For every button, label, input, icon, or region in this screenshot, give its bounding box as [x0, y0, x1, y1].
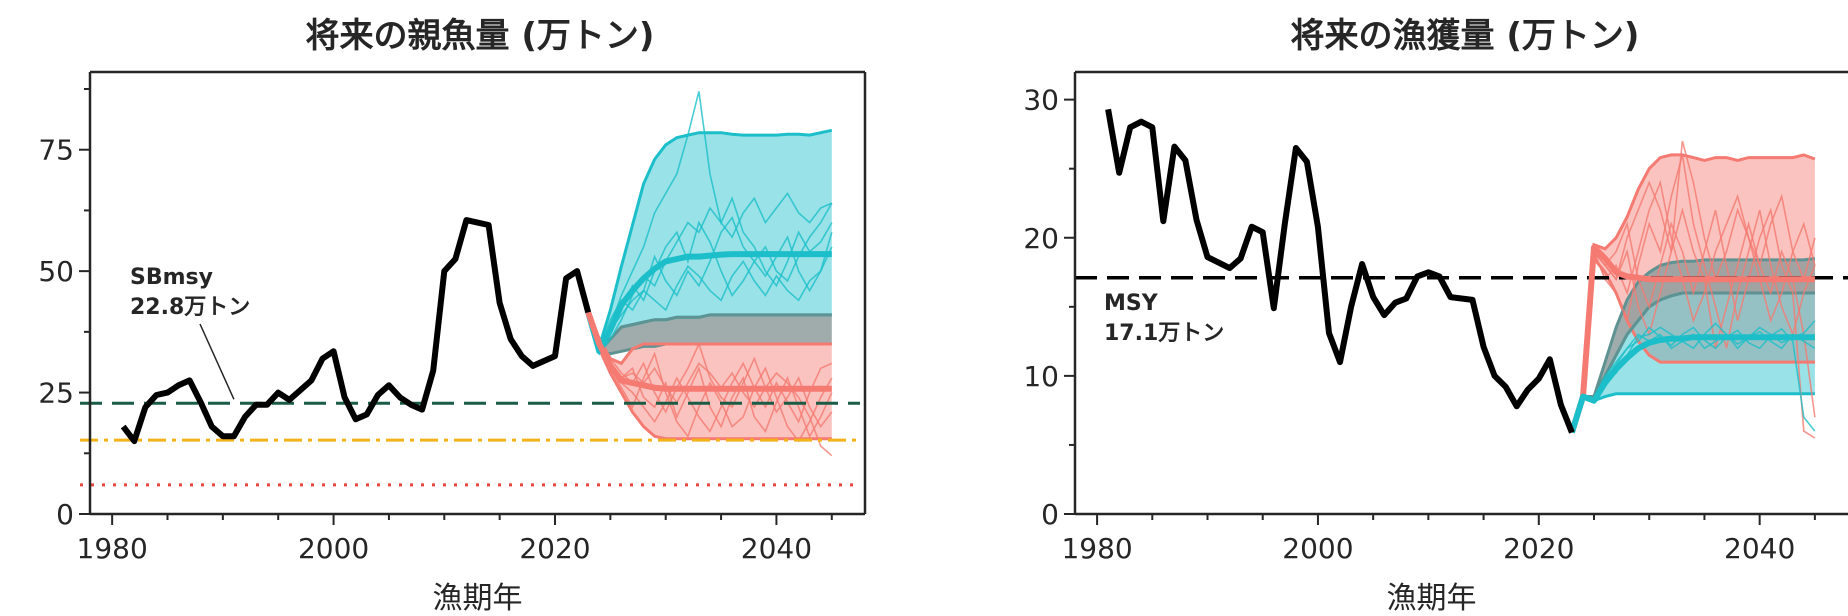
sample-trajectory-1-3: [1571, 207, 1816, 439]
x-axis-label: 漁期年: [1387, 581, 1477, 616]
y-tick-label: 75: [38, 134, 74, 167]
scenario-lower-line-2: [1570, 392, 1815, 433]
scenario-upper-line-1: [1570, 153, 1816, 433]
overlap-upper-line-1: [586, 311, 832, 355]
sbmsy-annotation-leader: [199, 323, 235, 400]
sample-trajectory-1-3: [587, 216, 833, 352]
historical-line: [1105, 108, 1575, 434]
sbmsy-annotation-label: SBmsy: [130, 265, 213, 290]
y-tick-label: 20: [1023, 222, 1059, 255]
x-tick-label: 2040: [1724, 532, 1795, 565]
sbmsy-annotation-value: 22.8万トン: [130, 295, 250, 320]
y-tick-label: 0: [1041, 498, 1059, 531]
scenario-upper-line-2: [586, 311, 832, 366]
historical-line: [120, 217, 592, 445]
x-tick-label: 2020: [519, 532, 590, 565]
sample-trajectory-1-4: [587, 191, 833, 356]
sample-trajectory-2-4: [587, 312, 833, 433]
msy-annotation-label: MSY: [1104, 291, 1159, 316]
msy-annotation-value: 17.1万トン: [1104, 321, 1224, 346]
x-axis-label: 漁期年: [433, 581, 523, 616]
sample-trajectory-2-2: [587, 312, 833, 443]
scenario-median-2: [585, 311, 832, 392]
x-tick-label: 2040: [741, 532, 812, 565]
x-tick-label: 1980: [1061, 532, 1132, 565]
x-tick-label: 2000: [1282, 532, 1353, 565]
scenario-median-1: [1569, 244, 1815, 434]
x-tick-label: 2020: [1503, 532, 1574, 565]
scenario-median-1: [585, 251, 832, 355]
sample-trajectory-1-5: [587, 232, 833, 351]
y-tick-label: 30: [1023, 84, 1059, 117]
x-tick-label: 1980: [77, 532, 148, 565]
left-chart-title: 将来の親魚量 (万トン): [305, 16, 655, 56]
scenario-lower-line-1: [1570, 254, 1815, 433]
y-tick-label: 50: [38, 255, 74, 288]
y-tick-label: 10: [1023, 360, 1059, 393]
panel-2: 1980 2000 2020 2040 0 10 20 30 漁期年 MSY 17.1万トン: [1023, 70, 1848, 616]
overlap-upper-line-2: [1570, 257, 1816, 433]
scenario-median-2: [1569, 334, 1815, 434]
y-tick-label: 0: [56, 498, 74, 531]
scenario-upper-line-1: [586, 128, 833, 352]
x-tick-label: 2000: [298, 532, 369, 565]
panel-1: 1980 2000 2020 2040 0 25 50 75 漁期年 SBmsy 22.8万トン: [38, 70, 867, 616]
overlap-band-2: [1571, 258, 1815, 433]
y-tick-label: 25: [38, 377, 74, 410]
right-chart-title: 将来の漁獲量 (万トン): [1290, 16, 1640, 56]
